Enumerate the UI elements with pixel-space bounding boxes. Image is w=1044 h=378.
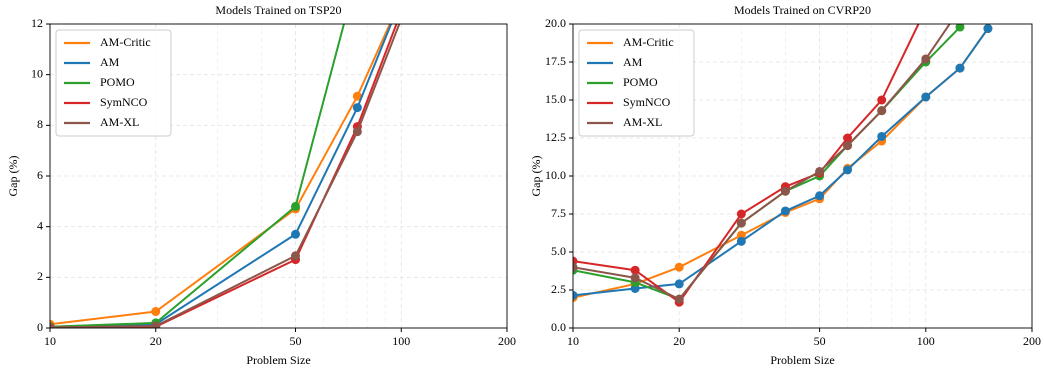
legend-label: AM-Critic [100,35,151,49]
x-tick-label: 100 [917,334,935,348]
legend-label: SymNCO [100,95,148,109]
point [921,54,931,64]
point [291,251,301,261]
point [877,106,887,116]
plot [573,4,993,307]
point [877,95,887,105]
point [921,92,931,102]
x-tick-label: 20 [673,334,685,348]
x-tick-label: 200 [498,334,516,348]
point [877,131,887,141]
point [955,24,965,32]
y-tick-label: 0.0 [551,320,566,334]
y-tick-label: 10 [31,66,43,80]
y-tick-label: 7.5 [551,206,566,220]
legend-box [578,29,695,137]
point [955,63,965,73]
point [843,133,853,143]
x-tick-label: 50 [814,334,826,348]
point [397,0,406,3]
point [736,236,746,246]
point [397,14,406,23]
point [397,7,406,16]
y-tick-label: 8 [37,117,43,131]
y-axis-label: Gap (%) [529,156,543,197]
point [843,141,853,151]
y-tick-label: 12 [31,16,43,30]
legend-label: AM [623,55,643,69]
legend-box [55,29,172,137]
point [815,191,825,201]
axes-frame [572,23,1033,329]
legend-label: AM [100,55,120,69]
legend: AM-Critic AM POMO SymNCO AM-XL [55,29,172,137]
y-tick-label: 5.0 [551,244,566,258]
x-tick-label: 10 [44,334,56,348]
legend-label: AM-XL [100,115,139,129]
y-tick-label: 15.0 [545,92,566,106]
y-axis-label: Gap (%) [6,156,20,197]
point [921,4,930,13]
x-tick-label: 50 [290,334,302,348]
y-tick-label: 6 [37,168,43,182]
y-tick-label: 10.0 [545,168,566,182]
x-tick-label: 10 [567,334,579,348]
subplot: 10 20 50 100 200 0 2 4 6 8 10 12 AM-Critic AM POMO SymN… [6,0,516,367]
point [983,24,993,34]
point [151,307,161,317]
series-line [573,24,951,301]
point [151,321,161,328]
point [780,206,790,216]
legend-label: POMO [623,75,658,89]
y-tick-label: 2 [37,269,43,283]
point [352,91,362,101]
point [780,186,790,196]
y-tick-label: 17.5 [545,54,566,68]
point [352,127,362,137]
axes-frame [49,23,508,329]
x-tick-label: 100 [392,334,410,348]
point [815,166,825,176]
point [291,229,301,239]
y-tick-label: 12.5 [545,130,566,144]
point [674,279,684,289]
legend-label: SymNCO [623,95,671,109]
subplot: 10 20 50 100 200 0.0 2.5 5.0 7.5 10.0 12.5 15.0 17.5… [529,3,1041,367]
point [736,218,746,228]
plot [50,0,406,328]
point [955,4,964,13]
x-axis-label: Problem Size [246,353,310,367]
chart-title: Models Trained on TSP20 [215,3,341,17]
point [291,201,301,211]
x-tick-label: 20 [150,334,162,348]
series-line [50,24,345,328]
legend: AM-Critic AM POMO SymNCO AM-XL [578,29,695,137]
point [843,165,853,175]
point [630,273,640,283]
legend-label: POMO [100,75,135,89]
point [397,0,406,3]
point [573,290,578,300]
point [50,322,55,328]
point [674,262,684,272]
point [573,262,578,272]
y-tick-label: 4 [37,218,43,232]
legend-label: AM-Critic [623,35,674,49]
legend-label: AM-XL [623,115,662,129]
point [736,209,746,219]
y-tick-label: 0 [37,320,43,334]
y-tick-label: 20.0 [545,16,566,30]
x-axis-label: Problem Size [770,353,834,367]
point [352,103,362,113]
chart-title: Models Trained on CVRP20 [734,3,871,17]
y-tick-label: 2.5 [551,282,566,296]
point [674,294,684,304]
point [630,265,640,275]
x-tick-label: 200 [1023,334,1041,348]
